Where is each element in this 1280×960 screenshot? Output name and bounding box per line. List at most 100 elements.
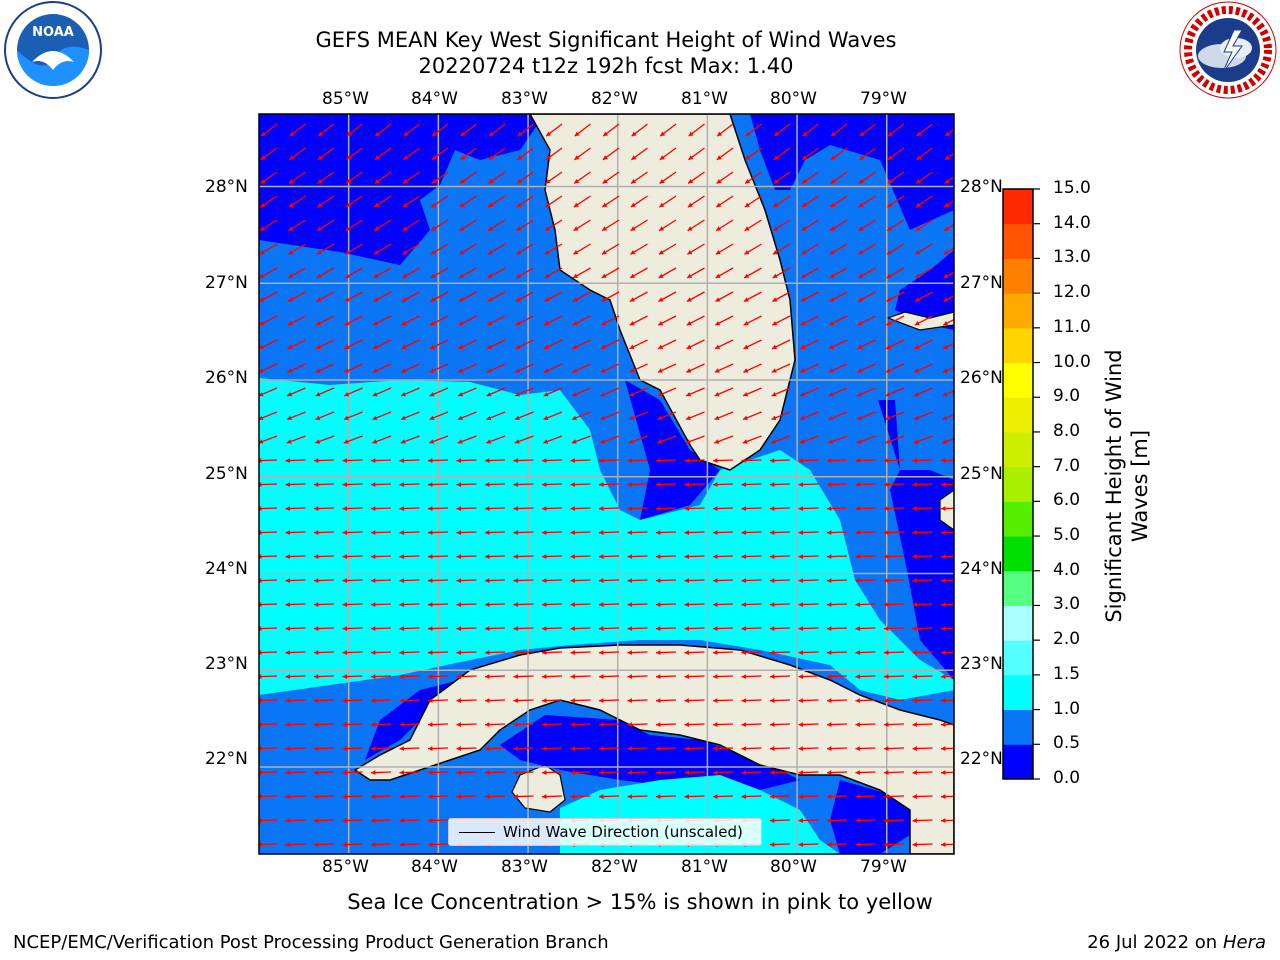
wind-wave-arrow — [570, 746, 591, 751]
wind-wave-arrow — [687, 171, 705, 184]
wind-wave-arrow — [772, 243, 791, 255]
wind-wave-arrow — [427, 626, 449, 631]
wind-wave-arrow — [459, 147, 477, 161]
lon-label-top-80: 80°W — [770, 89, 817, 109]
wind-wave-arrow — [769, 794, 791, 799]
wind-wave-arrow — [602, 123, 620, 137]
wind-wave-arrow — [771, 411, 791, 421]
wind-wave-arrow — [826, 650, 848, 655]
wind-wave-arrow — [627, 602, 648, 607]
colorbar-swatch — [1003, 605, 1033, 641]
wind-wave-arrow — [541, 530, 563, 535]
wind-wave-arrow — [342, 818, 363, 823]
wind-wave-arrow — [828, 411, 848, 421]
wind-wave-arrow — [940, 698, 954, 703]
wind-wave-arrow — [826, 746, 848, 751]
wind-wave-arrow — [600, 387, 620, 397]
wind-wave-arrow — [313, 506, 335, 511]
wind-wave-arrow — [657, 435, 677, 444]
wind-wave-arrow — [315, 363, 335, 373]
wind-wave-arrow — [484, 530, 506, 535]
wind-wave-arrow — [714, 435, 734, 444]
wind-wave-arrow — [600, 315, 620, 326]
wind-wave-arrow — [743, 267, 762, 279]
wind-wave-arrow — [886, 291, 905, 303]
wind-wave-arrow — [885, 363, 905, 373]
wind-wave-arrow — [659, 147, 677, 161]
wind-wave-arrow — [286, 435, 306, 444]
wind-wave-arrow — [769, 530, 791, 535]
wind-wave-arrow — [687, 147, 705, 161]
wind-wave-arrow — [801, 243, 819, 255]
wind-wave-arrow — [940, 794, 954, 799]
colorbar-swatch — [1003, 674, 1033, 711]
wind-wave-arrow — [372, 363, 392, 373]
wind-wave-arrow — [684, 746, 705, 751]
colorbar-swatch — [1003, 640, 1033, 676]
wind-wave-arrow — [427, 506, 449, 511]
wind-wave-arrow — [399, 530, 420, 535]
wind-wave-arrow — [429, 387, 449, 397]
wind-wave-arrow — [799, 387, 819, 397]
wind-wave-arrow — [286, 411, 306, 421]
wind-wave-arrow — [484, 770, 506, 775]
wind-wave-arrow — [598, 674, 620, 679]
wind-wave-arrow — [655, 674, 677, 679]
dark-blue-cuba-south — [500, 715, 800, 790]
wind-wave-arrow — [685, 435, 705, 444]
wind-wave-arrow — [429, 339, 449, 350]
wind-wave-arrow — [313, 554, 335, 559]
wind-wave-arrow — [488, 147, 506, 161]
wind-wave-arrow — [344, 363, 363, 373]
wind-wave-arrow — [801, 195, 819, 208]
wind-wave-arrow — [516, 147, 534, 161]
wind-wave-arrow — [712, 674, 734, 679]
wind-wave-arrow — [431, 123, 449, 137]
wind-wave-arrow — [858, 147, 876, 161]
lon-label-top-85: 85°W — [322, 89, 369, 109]
wind-wave-arrow — [427, 578, 449, 583]
wind-wave-arrow — [826, 554, 848, 559]
legend-line-icon — [459, 831, 495, 833]
wind-wave-arrow — [627, 482, 648, 487]
wind-wave-arrow — [598, 746, 620, 751]
wind-wave-arrow — [940, 458, 954, 463]
wind-wave-arrow — [456, 698, 477, 703]
wind-wave-arrow — [427, 746, 449, 751]
wind-wave-arrow — [402, 219, 420, 232]
wind-wave-arrow — [712, 602, 734, 607]
wind-wave-arrow — [598, 554, 620, 559]
lat-label-left-27: 27°N — [205, 273, 248, 293]
wind-wave-arrow — [886, 219, 905, 232]
wind-wave-arrow — [743, 315, 762, 326]
wind-wave-arrow — [456, 602, 477, 607]
wind-wave-arrow — [344, 267, 363, 279]
wind-wave-arrow — [799, 435, 819, 444]
wind-wave-arrow — [487, 267, 506, 279]
colorbar-tick-label: 2.0 — [1053, 629, 1081, 650]
wind-wave-arrow — [799, 411, 819, 421]
wind-wave-arrow — [315, 435, 335, 444]
wind-wave-arrow — [459, 171, 477, 184]
wind-wave-arrow — [856, 387, 876, 397]
wind-wave-arrow — [712, 626, 734, 631]
wind-wave-arrow — [488, 123, 506, 137]
wind-wave-arrow — [313, 530, 335, 535]
wind-wave-arrow — [940, 770, 954, 775]
wind-wave-arrow — [943, 295, 954, 303]
wind-wave-arrow — [513, 530, 534, 535]
wind-wave-arrow — [484, 626, 506, 631]
wind-wave-arrow — [773, 171, 791, 184]
wind-wave-arrow — [515, 339, 534, 350]
wind-wave-arrow — [484, 794, 506, 799]
wind-wave-arrow — [427, 650, 449, 655]
wind-wave-arrow — [316, 219, 335, 232]
wind-wave-arrow — [914, 291, 933, 303]
wind-wave-arrow — [342, 578, 363, 583]
wind-wave-arrow — [598, 794, 620, 799]
wind-wave-arrow — [942, 437, 954, 444]
wind-wave-arrow — [655, 554, 677, 559]
wind-wave-arrow — [541, 626, 563, 631]
wind-wave-arrow — [287, 291, 306, 303]
wind-wave-arrow — [771, 387, 791, 397]
